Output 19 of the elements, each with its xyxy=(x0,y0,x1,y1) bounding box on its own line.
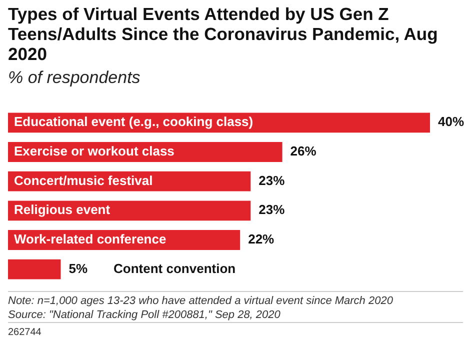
data-label: 23% xyxy=(258,202,286,218)
y-tick-label: Educational event (e.g., cooking class) xyxy=(14,114,254,130)
bar xyxy=(8,200,251,221)
y-tick-label: Work-related conference xyxy=(14,232,166,247)
data-label: 40% xyxy=(438,114,464,130)
data-label: 23% xyxy=(258,172,286,188)
chart-subtitle: % of respondents xyxy=(8,68,140,88)
data-label: 26% xyxy=(290,144,317,159)
bar xyxy=(8,259,61,280)
y-tick-label: Concert/music festival xyxy=(14,172,153,188)
y-tick-label: Content convention xyxy=(114,260,236,276)
chart-title: Types of Virtual Events Attended by US Gen Z Teens/Adults Since the Coronavirus Pandemic, Aug 2020 xyxy=(8,4,439,64)
source-note: Source: "National Tracking Poll #200881," Sep 28, 2020 xyxy=(8,308,282,322)
text: 262744 xyxy=(8,322,463,338)
data-label: 5% xyxy=(68,260,88,276)
text: Note: n=1,000 ages 13-23 who have attended a virtual event since March 2020 xyxy=(8,294,394,308)
y-tick-label: Exercise or workout class xyxy=(14,144,174,159)
data-label: 22% xyxy=(248,232,275,247)
y-tick-label: Religious event xyxy=(14,202,111,218)
